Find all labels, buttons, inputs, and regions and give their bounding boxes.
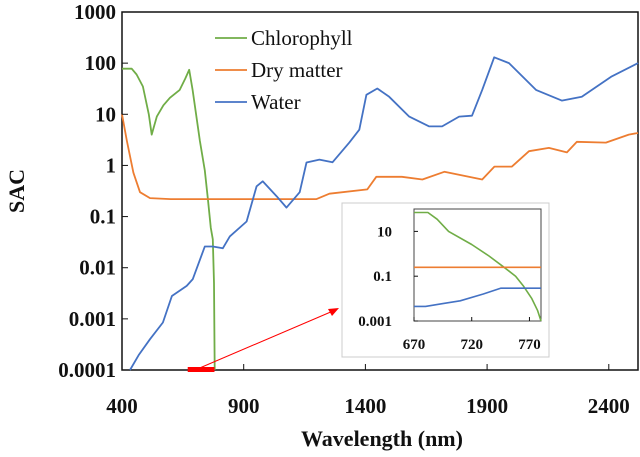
y-tick-label: 0.0001	[58, 358, 116, 382]
legend-label: Dry matter	[251, 58, 343, 82]
inset-frame	[413, 208, 542, 322]
highlight-range-bar	[187, 367, 215, 372]
x-tick-label: 1900	[466, 394, 508, 418]
arrowhead-icon	[328, 308, 339, 316]
y-tick-label: 0.01	[79, 256, 116, 280]
y-tick-label: 10	[95, 102, 116, 126]
inset-x-tick-label: 770	[518, 337, 541, 353]
series-dry-matter	[121, 114, 639, 200]
x-axis-label: Wavelength (nm)	[301, 426, 463, 451]
inset-chart: 0.001 0.1 10 670 720 770	[341, 202, 550, 358]
y-tick-label: 0.1	[90, 205, 116, 229]
y-tick-label: 1	[106, 153, 117, 177]
inset-y-tick-label: 0.001	[358, 314, 392, 330]
plot-frame	[121, 11, 639, 371]
inset-x-tick-label: 720	[460, 337, 483, 353]
inset-y-tick-label: 0.1	[373, 269, 392, 285]
series-water	[129, 56, 639, 371]
series-chlorophyll	[122, 67, 216, 371]
inset-y-tick-label: 10	[377, 224, 392, 240]
x-tick-label: 2400	[588, 394, 630, 418]
inset-series-water	[414, 287, 541, 308]
y-tick-label: 0.001	[69, 307, 116, 331]
x-tick-label: 1400	[344, 394, 386, 418]
inset-series-chlorophyll	[414, 211, 542, 322]
legend: Chlorophyll Dry matter Water	[215, 26, 353, 114]
y-tick-label: 100	[85, 51, 117, 75]
y-axis-label: SAC	[4, 169, 29, 213]
legend-label: Water	[251, 90, 301, 114]
x-tick-label: 400	[106, 394, 138, 418]
inset-x-tick-label: 670	[403, 337, 426, 353]
y-tick-label: 1000	[74, 0, 116, 24]
x-tick-label: 900	[228, 394, 260, 418]
legend-label: Chlorophyll	[251, 26, 353, 50]
zoom-arrow	[194, 310, 334, 371]
